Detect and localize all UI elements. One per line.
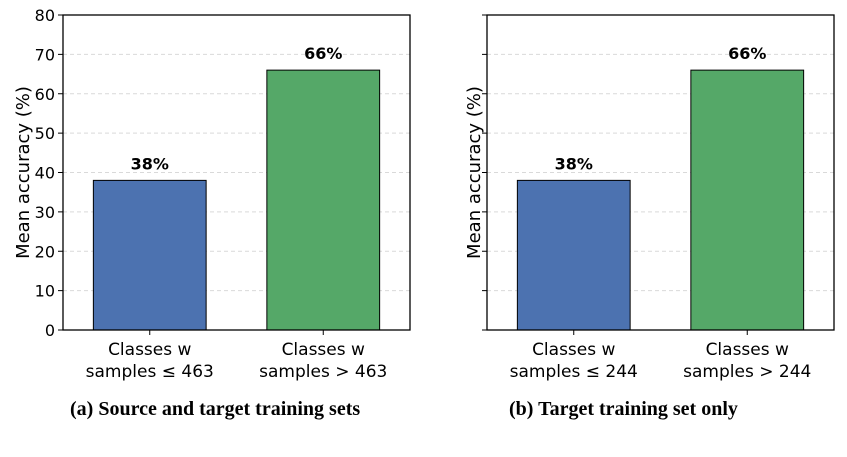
x-tick-label: Classes w [532,340,615,360]
y-tick-label: 0 [45,321,55,340]
bar-value-label: 66% [728,44,766,63]
y-axis-label: Mean accuracy (%) [13,86,34,259]
y-tick-label: 50 [35,124,55,143]
bar-value-label: 38% [131,154,169,173]
x-tick-label: Classes w [706,340,789,360]
bar-value-label: 38% [555,154,593,173]
y-tick-label: 60 [35,85,55,104]
panel-a: 0 10 20 30 40 50 60 70 80 Mean accuracy (%) 38% Cla… [13,6,411,382]
y-tick-label: 40 [35,164,55,183]
bar-0 [516,179,631,331]
x-tick-label: Classes w [108,340,191,360]
y-tick-label: 10 [35,282,55,301]
x-tick-label: Classes w [282,340,365,360]
plot-frame [486,14,835,331]
plot-frame [62,14,411,331]
y-tick-label: 70 [35,45,55,64]
y-axis-label: Mean accuracy (%) [464,86,485,259]
bar-1 [266,69,381,331]
bar-value-label: 66% [304,44,342,63]
y-tick-label: 80 [35,6,55,25]
x-tick-label: samples ≤ 244 [510,362,638,382]
bar-0 [92,179,207,331]
x-tick-label: samples > 463 [259,362,387,382]
bar-1 [690,69,805,331]
caption-a: (a) Source and target training sets [70,398,361,420]
x-tick-label: samples > 244 [683,362,811,382]
y-tick-label: 20 [35,242,55,261]
y-tick-label: 30 [35,203,55,222]
caption-b: (b) Target training set only [509,398,738,420]
x-tick-label: samples ≤ 463 [86,362,214,382]
